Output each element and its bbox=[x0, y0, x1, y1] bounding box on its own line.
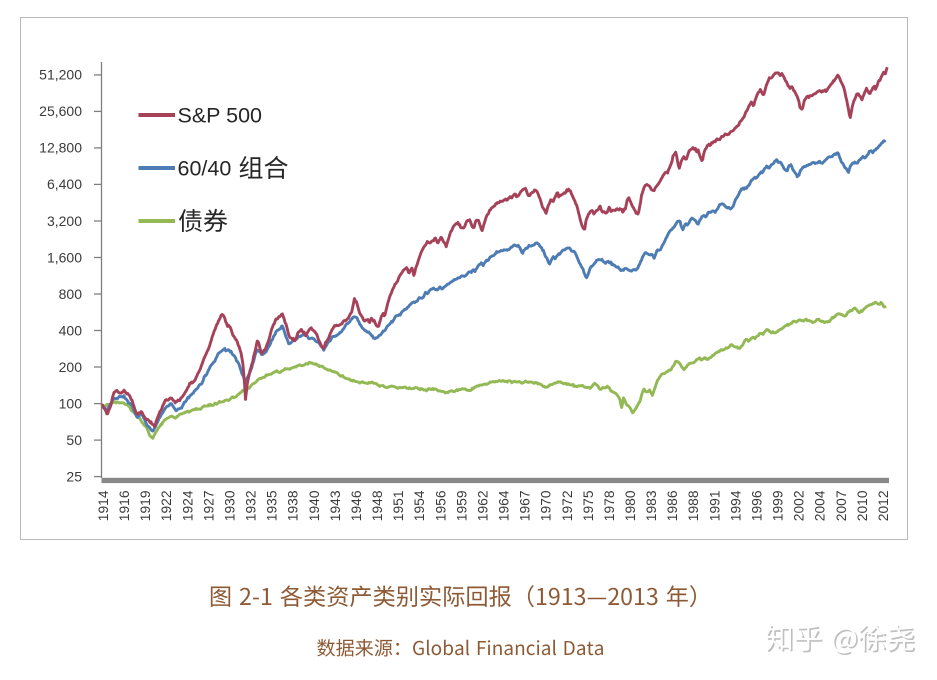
svg-text:1972: 1972 bbox=[560, 491, 575, 522]
svg-text:1988: 1988 bbox=[686, 490, 701, 521]
svg-text:25: 25 bbox=[66, 468, 82, 484]
svg-text:200: 200 bbox=[59, 359, 83, 375]
svg-text:1919: 1919 bbox=[138, 490, 153, 521]
svg-text:1938: 1938 bbox=[286, 490, 301, 521]
svg-text:3,200: 3,200 bbox=[47, 213, 82, 229]
svg-text:1948: 1948 bbox=[370, 490, 385, 521]
svg-text:1924: 1924 bbox=[180, 490, 195, 521]
svg-text:1927: 1927 bbox=[201, 491, 216, 522]
svg-text:2002: 2002 bbox=[792, 491, 807, 522]
svg-text:60/40: 60/40 bbox=[178, 157, 232, 181]
svg-text:1914: 1914 bbox=[96, 490, 111, 521]
svg-text:1,600: 1,600 bbox=[47, 249, 82, 265]
svg-text:1991: 1991 bbox=[707, 491, 722, 522]
svg-text:50: 50 bbox=[66, 432, 82, 448]
svg-text:1999: 1999 bbox=[771, 490, 786, 521]
svg-text:1964: 1964 bbox=[497, 490, 512, 521]
svg-text:1986: 1986 bbox=[665, 490, 680, 521]
svg-text:1978: 1978 bbox=[602, 490, 617, 521]
svg-text:2012: 2012 bbox=[876, 491, 891, 522]
svg-text:1980: 1980 bbox=[623, 490, 638, 521]
svg-text:6,400: 6,400 bbox=[47, 176, 82, 192]
svg-text:1916: 1916 bbox=[117, 490, 132, 521]
svg-text:1959: 1959 bbox=[454, 490, 469, 521]
svg-text:1922: 1922 bbox=[159, 491, 174, 522]
svg-text:1954: 1954 bbox=[412, 490, 427, 521]
svg-text:1996: 1996 bbox=[750, 490, 765, 521]
svg-text:1962: 1962 bbox=[475, 491, 490, 522]
svg-text:1967: 1967 bbox=[518, 491, 533, 522]
svg-text:2007: 2007 bbox=[834, 491, 849, 522]
svg-text:100: 100 bbox=[59, 395, 83, 411]
svg-text:1932: 1932 bbox=[244, 491, 259, 522]
svg-text:1930: 1930 bbox=[223, 490, 238, 521]
svg-text:2004: 2004 bbox=[813, 490, 828, 521]
svg-text:1943: 1943 bbox=[328, 490, 343, 521]
svg-text:1946: 1946 bbox=[349, 490, 364, 521]
svg-text:1956: 1956 bbox=[433, 490, 448, 521]
svg-text:1940: 1940 bbox=[307, 490, 322, 521]
svg-text:1951: 1951 bbox=[391, 491, 406, 522]
svg-text:400: 400 bbox=[59, 322, 83, 338]
svg-text:1975: 1975 bbox=[581, 490, 596, 521]
svg-text:12,800: 12,800 bbox=[39, 140, 82, 156]
svg-text:51,200: 51,200 bbox=[39, 67, 82, 83]
svg-text:1970: 1970 bbox=[539, 490, 554, 521]
svg-text:1983: 1983 bbox=[644, 490, 659, 521]
svg-text:S&P 500: S&P 500 bbox=[178, 104, 263, 128]
svg-text:1994: 1994 bbox=[728, 490, 743, 521]
svg-text:1935: 1935 bbox=[265, 490, 280, 521]
svg-text:800: 800 bbox=[59, 286, 83, 302]
svg-text:25,600: 25,600 bbox=[39, 103, 82, 119]
svg-text:2010: 2010 bbox=[855, 490, 870, 521]
